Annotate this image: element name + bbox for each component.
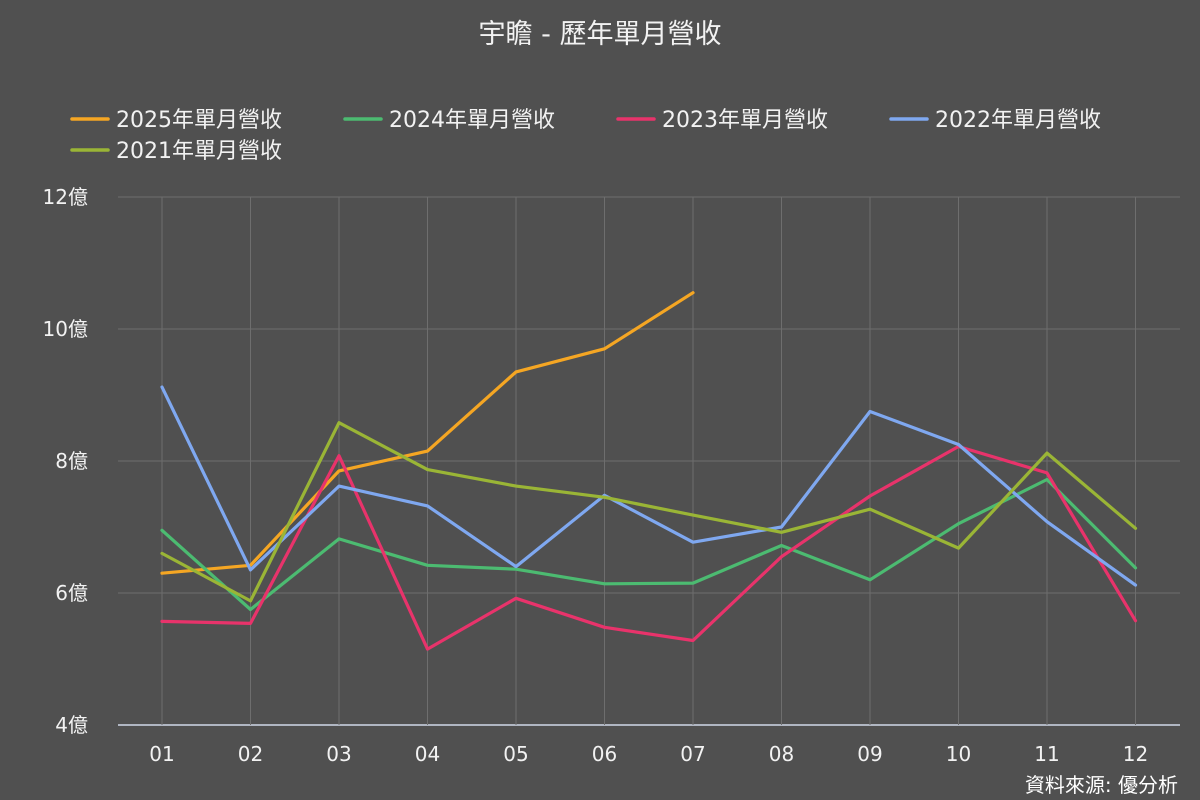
chart-title: 宇瞻 - 歷年單月營收 xyxy=(479,19,722,50)
x-tick-label: 06 xyxy=(592,742,617,766)
x-tick-label: 12 xyxy=(1123,742,1148,766)
y-tick-label: 6億 xyxy=(55,581,88,605)
legend-label: 2024年單月營收 xyxy=(389,108,555,133)
x-axis: 01 02 03 04 05 06 07 08 09 10 11 12 xyxy=(149,742,1148,766)
legend-label: 2025年單月營收 xyxy=(116,108,282,133)
y-tick-label: 10億 xyxy=(43,317,88,341)
y-tick-label: 12億 xyxy=(43,185,88,209)
x-tick-label: 01 xyxy=(149,742,174,766)
legend-item-2023[interactable]: 2023年單月營收 xyxy=(616,108,828,133)
legend-label: 2022年單月營收 xyxy=(935,108,1101,133)
x-tick-label: 02 xyxy=(238,742,263,766)
x-tick-label: 08 xyxy=(769,742,794,766)
x-tick-label: 04 xyxy=(415,742,440,766)
legend-label: 2021年單月營收 xyxy=(116,139,282,164)
x-tick-label: 09 xyxy=(857,742,882,766)
y-tick-label: 4億 xyxy=(55,713,88,737)
y-axis: 4億 6億 8億 10億 12億 xyxy=(43,185,88,737)
legend-item-2025[interactable]: 2025年單月營收 xyxy=(70,108,282,133)
x-tick-label: 10 xyxy=(946,742,971,766)
series-group xyxy=(160,291,1138,651)
legend-item-2021[interactable]: 2021年單月營收 xyxy=(70,139,282,164)
series-line-2023 xyxy=(160,444,1138,651)
series-line-2022 xyxy=(160,385,1138,587)
y-tick-label: 8億 xyxy=(55,449,88,473)
series-line-2025 xyxy=(160,291,695,575)
x-tick-label: 03 xyxy=(326,742,351,766)
legend-item-2024[interactable]: 2024年單月營收 xyxy=(343,108,555,133)
x-tick-label: 05 xyxy=(503,742,528,766)
legend-label: 2023年單月營收 xyxy=(662,108,828,133)
legend-item-2022[interactable]: 2022年單月營收 xyxy=(889,108,1101,133)
grid xyxy=(118,196,1180,726)
legend: 2025年單月營收 2024年單月營收 2023年單月營收 2022年單月營收 2021… xyxy=(70,108,1101,164)
x-tick-label: 07 xyxy=(680,742,705,766)
series-line-2021 xyxy=(160,421,1138,603)
series-line-2024 xyxy=(160,477,1138,612)
source-label: 資料來源: 優分析 xyxy=(1025,773,1178,797)
x-tick-label: 11 xyxy=(1034,742,1059,766)
